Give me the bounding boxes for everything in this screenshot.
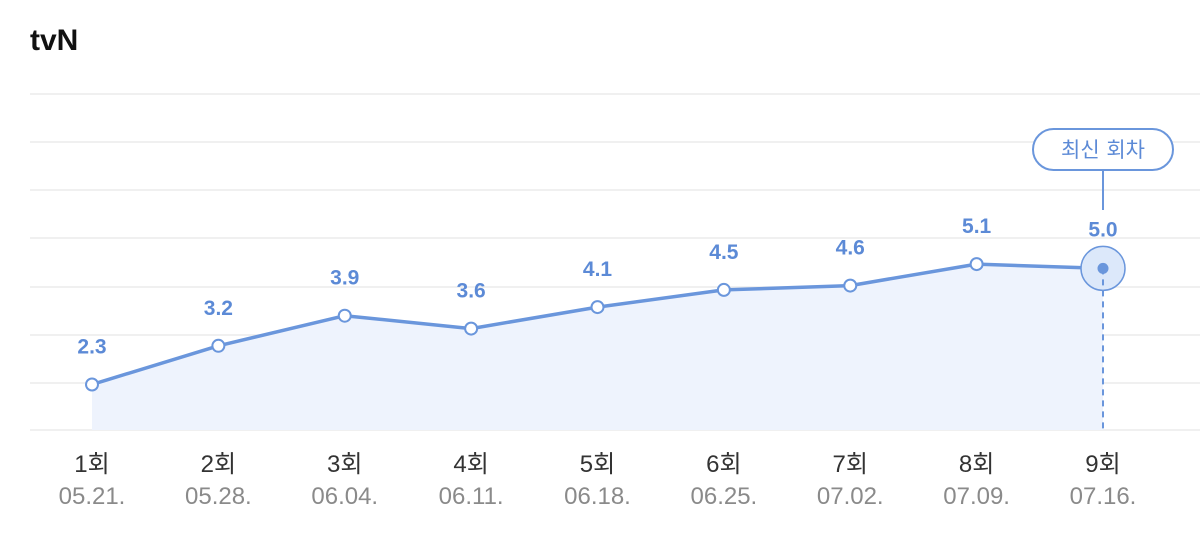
data-point: [337, 308, 352, 323]
x-date-label: 05.28.: [185, 483, 252, 510]
x-date-label: 06.11.: [439, 483, 504, 510]
x-date-label: 07.02.: [817, 483, 884, 510]
x-axis-labels: 1회 2회 3회 4회 5회 6회 7회 8회 9회 05.21. 05.28. 06.04. 06.1…: [59, 451, 1137, 510]
x-date-label: 07.16.: [1070, 483, 1137, 510]
x-tick-label: 5회: [580, 451, 615, 478]
value-label: 5.1: [962, 215, 992, 238]
value-label: 4.5: [709, 241, 739, 264]
data-point: [590, 300, 605, 315]
x-date-label: 06.18.: [564, 483, 631, 510]
value-labels-layer: 2.3 3.2 3.9 3.6 4.1 4.5 4.6 5.1 5.0: [77, 215, 1117, 358]
x-tick-label: 2회: [201, 451, 236, 478]
data-point: [969, 257, 984, 272]
data-point: [211, 338, 226, 353]
x-tick-label: 9회: [1085, 451, 1120, 478]
x-tick-label: 4회: [453, 451, 488, 478]
data-point: [85, 377, 99, 392]
value-label: 3.9: [330, 267, 359, 290]
x-tick-label: 1회: [74, 451, 109, 478]
value-label: 5.0: [1088, 218, 1117, 241]
x-date-label: 07.09.: [943, 483, 1010, 510]
area-fill: [92, 264, 1103, 430]
x-tick-label: 7회: [833, 451, 868, 478]
x-date-label: 05.21.: [59, 483, 126, 510]
x-tick-label: 3회: [327, 451, 362, 478]
x-tick-label: 6회: [706, 451, 741, 478]
x-tick-label: 8회: [959, 451, 994, 478]
value-label: 3.6: [457, 280, 486, 303]
data-point: [464, 321, 479, 336]
value-label: 4.6: [836, 237, 865, 260]
value-label: 4.1: [583, 258, 613, 281]
data-point: [716, 282, 731, 297]
x-date-label: 06.25.: [691, 483, 758, 510]
data-point: [843, 278, 858, 293]
x-date-label: 06.04.: [311, 483, 378, 510]
latest-callout: 최신 회차: [1032, 128, 1174, 430]
value-label: 2.3: [77, 336, 106, 359]
latest-badge-label: 최신 회차: [1061, 138, 1145, 162]
latest-badge: [1032, 128, 1174, 171]
value-label: 3.2: [204, 297, 233, 320]
channel-title: tvN: [30, 24, 79, 57]
